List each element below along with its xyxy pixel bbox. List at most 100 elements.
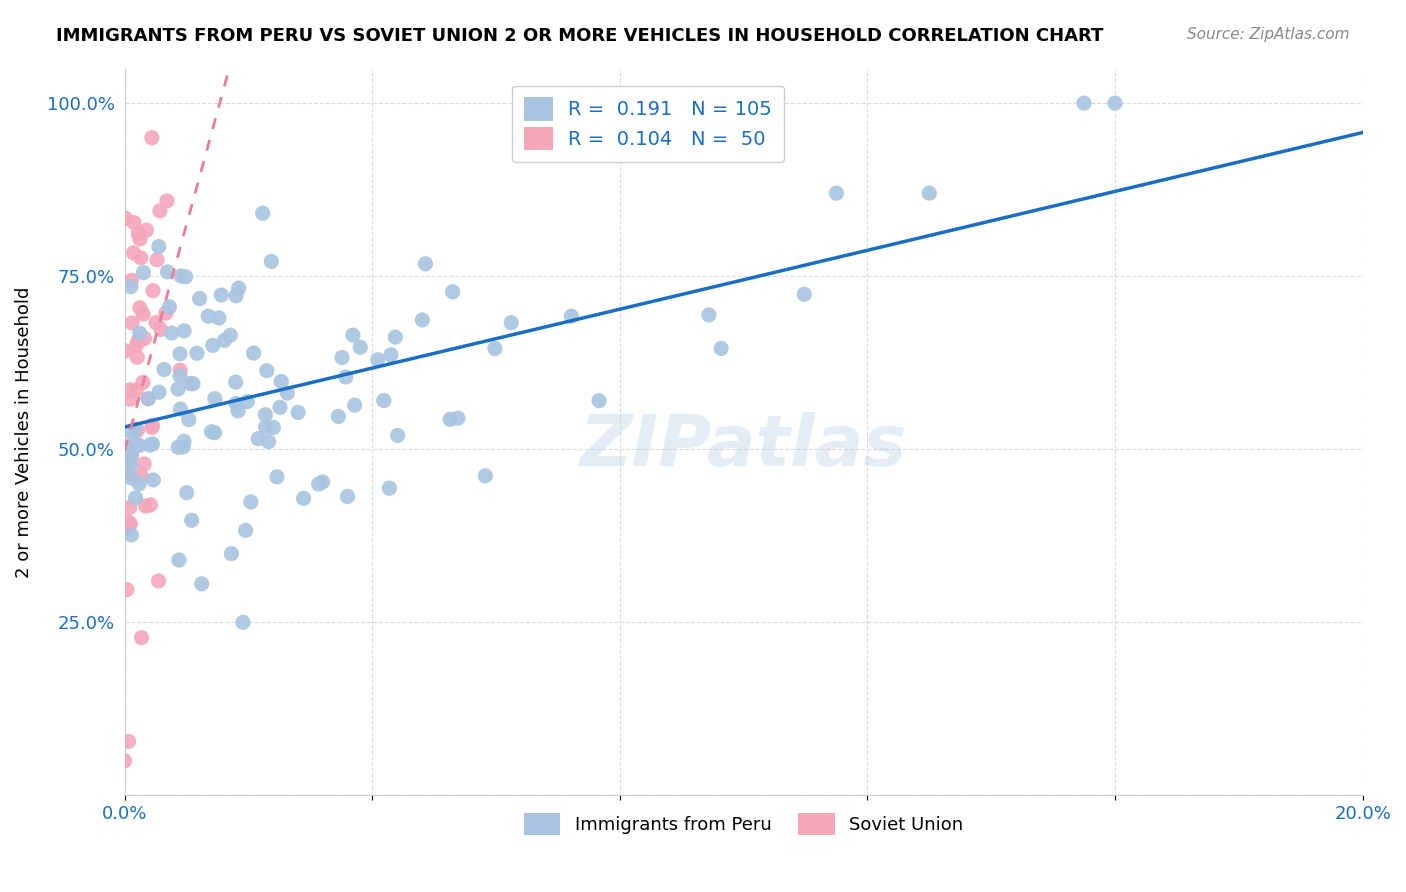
- Point: [124, 491, 146, 505]
- Point: [114, 211, 136, 225]
- Point: [167, 382, 190, 396]
- Point: [270, 375, 292, 389]
- Point: [179, 376, 201, 391]
- Point: [447, 411, 470, 425]
- Point: [411, 313, 433, 327]
- Y-axis label: 2 or more Vehicles in Household: 2 or more Vehicles in Household: [15, 286, 32, 578]
- Point: [125, 338, 148, 352]
- Point: [342, 328, 364, 343]
- Point: [120, 466, 142, 480]
- Point: [225, 288, 247, 302]
- Point: [292, 491, 315, 506]
- Point: [308, 477, 330, 491]
- Point: [148, 239, 170, 253]
- Point: [170, 268, 193, 283]
- Text: ZIPatlas: ZIPatlas: [579, 412, 907, 481]
- Point: [378, 481, 401, 495]
- Point: [120, 528, 142, 542]
- Point: [141, 437, 163, 451]
- Point: [710, 342, 733, 356]
- Point: [132, 376, 155, 390]
- Point: [157, 300, 180, 314]
- Point: [141, 130, 163, 145]
- Point: [117, 734, 139, 748]
- Point: [138, 392, 160, 406]
- Point: [825, 186, 848, 201]
- Point: [142, 284, 165, 298]
- Point: [167, 553, 190, 567]
- Point: [173, 324, 195, 338]
- Point: [190, 577, 212, 591]
- Point: [156, 265, 179, 279]
- Point: [135, 223, 157, 237]
- Point: [127, 334, 149, 348]
- Point: [343, 398, 366, 412]
- Point: [235, 524, 257, 538]
- Point: [122, 216, 145, 230]
- Point: [115, 582, 138, 597]
- Point: [141, 417, 163, 432]
- Point: [128, 439, 150, 453]
- Point: [793, 287, 815, 301]
- Point: [336, 490, 359, 504]
- Point: [287, 405, 309, 419]
- Point: [474, 468, 496, 483]
- Point: [204, 425, 226, 440]
- Text: IMMIGRANTS FROM PERU VS SOVIET UNION 2 OR MORE VEHICLES IN HOUSEHOLD CORRELATION: IMMIGRANTS FROM PERU VS SOVIET UNION 2 O…: [56, 27, 1104, 45]
- Point: [367, 352, 389, 367]
- Point: [239, 495, 262, 509]
- Point: [225, 396, 247, 410]
- Point: [127, 423, 149, 437]
- Point: [221, 547, 243, 561]
- Point: [441, 285, 464, 299]
- Point: [415, 257, 437, 271]
- Point: [384, 330, 406, 344]
- Point: [200, 425, 222, 439]
- Point: [160, 326, 183, 340]
- Point: [176, 485, 198, 500]
- Point: [121, 273, 143, 287]
- Point: [120, 383, 142, 397]
- Point: [128, 476, 150, 491]
- Point: [214, 334, 236, 348]
- Point: [197, 309, 219, 323]
- Point: [129, 251, 152, 265]
- Point: [131, 631, 153, 645]
- Point: [167, 441, 190, 455]
- Point: [128, 301, 150, 315]
- Point: [1073, 96, 1095, 111]
- Point: [588, 393, 610, 408]
- Point: [247, 432, 270, 446]
- Point: [127, 437, 149, 451]
- Point: [125, 383, 148, 397]
- Point: [117, 515, 139, 529]
- Point: [180, 513, 202, 527]
- Text: Source: ZipAtlas.com: Source: ZipAtlas.com: [1187, 27, 1350, 42]
- Point: [132, 307, 155, 321]
- Point: [145, 316, 167, 330]
- Point: [501, 316, 523, 330]
- Point: [226, 404, 249, 418]
- Point: [260, 254, 283, 268]
- Point: [121, 316, 143, 330]
- Point: [172, 440, 194, 454]
- Point: [114, 754, 136, 768]
- Point: [120, 458, 142, 472]
- Point: [181, 376, 204, 391]
- Point: [127, 350, 149, 364]
- Point: [262, 420, 284, 434]
- Point: [256, 364, 278, 378]
- Point: [328, 409, 350, 424]
- Point: [269, 401, 291, 415]
- Point: [335, 370, 357, 384]
- Point: [149, 203, 172, 218]
- Point: [169, 402, 191, 417]
- Point: [228, 281, 250, 295]
- Point: [169, 368, 191, 383]
- Point: [918, 186, 941, 201]
- Point: [330, 351, 353, 365]
- Point: [236, 394, 259, 409]
- Point: [124, 422, 146, 436]
- Point: [117, 522, 139, 536]
- Point: [134, 457, 156, 471]
